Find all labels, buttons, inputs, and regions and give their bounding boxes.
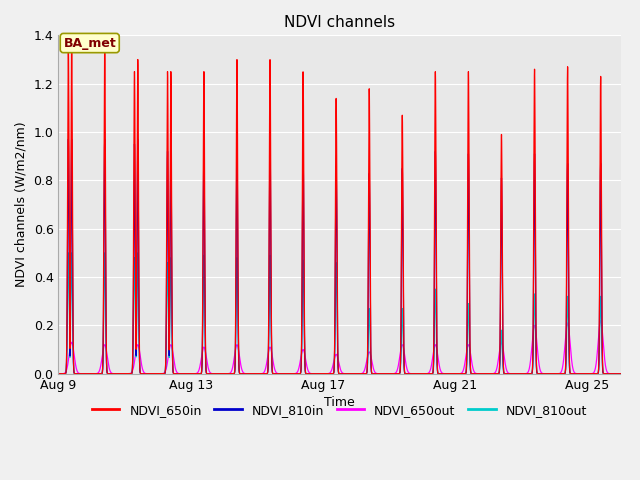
NDVI_650in: [516, 371, 524, 377]
X-axis label: Time: Time: [324, 396, 355, 409]
NDVI_810out: [617, 371, 625, 377]
NDVI_650in: [110, 371, 118, 377]
NDVI_650out: [136, 353, 144, 359]
NDVI_650out: [597, 318, 605, 324]
NDVI_650out: [182, 371, 190, 377]
NDVI_810out: [110, 371, 118, 377]
NDVI_810out: [54, 371, 62, 377]
NDVI_650in: [525, 371, 532, 377]
NDVI_810in: [525, 371, 532, 377]
NDVI_650out: [516, 371, 524, 377]
Text: BA_met: BA_met: [63, 36, 116, 49]
NDVI_810in: [617, 371, 625, 377]
NDVI_810in: [65, 136, 72, 142]
NDVI_650in: [617, 371, 625, 377]
NDVI_650in: [68, 37, 76, 43]
Line: NDVI_810out: NDVI_810out: [58, 253, 621, 374]
NDVI_810out: [65, 250, 72, 256]
NDVI_810out: [418, 371, 426, 377]
NDVI_810out: [525, 371, 532, 377]
Title: NDVI channels: NDVI channels: [284, 15, 395, 30]
NDVI_810out: [516, 371, 524, 377]
NDVI_810in: [110, 371, 118, 377]
NDVI_650out: [54, 371, 62, 377]
Y-axis label: NDVI channels (W/m2/nm): NDVI channels (W/m2/nm): [15, 122, 28, 288]
NDVI_650in: [136, 370, 144, 376]
NDVI_650in: [54, 371, 62, 377]
NDVI_650in: [182, 371, 190, 377]
NDVI_810out: [136, 370, 144, 375]
NDVI_650out: [110, 371, 118, 376]
NDVI_810in: [136, 370, 144, 376]
NDVI_650out: [525, 369, 532, 374]
NDVI_810in: [418, 371, 426, 377]
NDVI_810in: [516, 371, 524, 377]
Line: NDVI_810in: NDVI_810in: [58, 139, 621, 374]
NDVI_650in: [418, 371, 426, 377]
NDVI_650out: [617, 371, 625, 377]
NDVI_650out: [418, 371, 426, 377]
NDVI_810in: [182, 371, 190, 377]
Legend: NDVI_650in, NDVI_810in, NDVI_650out, NDVI_810out: NDVI_650in, NDVI_810in, NDVI_650out, NDV…: [87, 398, 592, 421]
NDVI_810out: [182, 371, 190, 377]
Line: NDVI_650in: NDVI_650in: [58, 40, 621, 374]
Line: NDVI_650out: NDVI_650out: [58, 321, 621, 374]
NDVI_810in: [54, 371, 62, 377]
